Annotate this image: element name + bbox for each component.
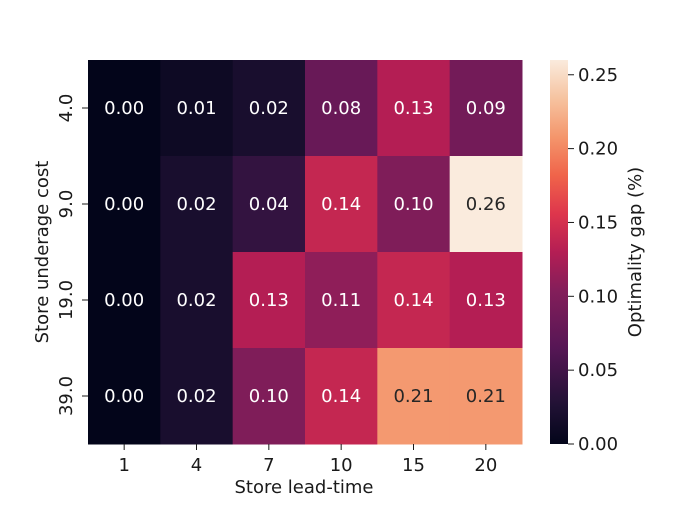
- colorbar-tick-label: 0.00: [578, 434, 618, 455]
- heatmap-cell: [88, 252, 161, 349]
- cell-value-label: 0.13: [466, 290, 506, 311]
- heatmap-cell: [232, 60, 306, 157]
- cell-value-label: 0.14: [321, 386, 361, 407]
- heatmap-cell: [232, 252, 306, 349]
- x-tick-label: 1: [118, 455, 129, 476]
- heatmap-cell: [88, 60, 161, 157]
- cell-value-label: 0.00: [104, 290, 144, 311]
- heatmap-cell: [449, 252, 523, 349]
- colorbar-tick-label: 0.20: [578, 139, 618, 160]
- cell-value-label: 0.14: [321, 194, 361, 215]
- cell-value-label: 0.01: [176, 98, 216, 119]
- cell-value-label: 0.13: [393, 98, 433, 119]
- y-axis-ticks: 4.0 9.0 19.0 39.0: [56, 94, 88, 416]
- colorbar-label: Optimality gap (%): [625, 167, 646, 337]
- cell-value-label: 0.02: [176, 194, 216, 215]
- x-tick-label: 15: [402, 455, 425, 476]
- cell-value-label: 0.26: [466, 194, 506, 215]
- heatmap-cell: [88, 348, 161, 445]
- colorbar-ticks: 0.00 0.05 0.10 0.15 0.20 0.25: [568, 65, 618, 455]
- heatmap-cell: [160, 252, 234, 349]
- heatmap-cell: [449, 156, 523, 253]
- heatmap-cell: [232, 156, 306, 253]
- colorbar: 0.00 0.05 0.10 0.15 0.20 0.25: [550, 60, 618, 455]
- cell-value-label: 0.02: [176, 386, 216, 407]
- heatmap-cell: [377, 60, 451, 157]
- heatmap-cell: [160, 60, 234, 157]
- x-axis-ticks: 1 4 7 10 15 20: [118, 444, 497, 476]
- heatmap-cell: [160, 348, 234, 445]
- heatmap-cell: [232, 348, 306, 445]
- x-tick-label: 20: [474, 455, 497, 476]
- heatmap-cells: [88, 60, 523, 445]
- y-tick-label: 39.0: [56, 376, 77, 416]
- cell-value-label: 0.13: [249, 290, 289, 311]
- y-tick-label: 9.0: [56, 190, 77, 219]
- colorbar-tick-label: 0.05: [578, 360, 618, 381]
- y-tick-label: 19.0: [56, 280, 77, 320]
- colorbar-tick-label: 0.25: [578, 65, 618, 86]
- cell-value-label: 0.10: [249, 386, 289, 407]
- cell-value-label: 0.21: [393, 386, 433, 407]
- heatmap-cell: [377, 252, 451, 349]
- cell-value-label: 0.04: [249, 194, 289, 215]
- colorbar-tick-label: 0.15: [578, 212, 618, 233]
- heatmap-cell: [377, 348, 451, 445]
- heatmap-cell: [449, 60, 523, 157]
- cell-value-label: 0.14: [393, 290, 433, 311]
- cell-value-label: 0.09: [466, 98, 506, 119]
- cell-value-label: 0.08: [321, 98, 361, 119]
- y-tick-label: 4.0: [56, 94, 77, 123]
- heatmap-cell: [449, 348, 523, 445]
- heatmap-cell: [305, 156, 378, 253]
- cell-value-label: 0.00: [104, 194, 144, 215]
- heatmap-cell: [377, 156, 451, 253]
- cell-value-label: 0.02: [249, 98, 289, 119]
- cell-value-label: 0.10: [393, 194, 433, 215]
- heatmap-cell: [88, 156, 161, 253]
- colorbar-tick-label: 0.10: [578, 286, 618, 307]
- x-tick-label: 10: [330, 455, 353, 476]
- cell-value-label: 0.02: [176, 290, 216, 311]
- y-axis-label: Store underage cost: [32, 161, 53, 344]
- heatmap-cell: [305, 348, 378, 445]
- x-axis-label: Store lead-time: [235, 477, 374, 498]
- colorbar-gradient: [550, 60, 568, 444]
- heatmap-cell: [305, 60, 378, 157]
- cell-value-label: 0.11: [321, 290, 361, 311]
- heatmap-cell: [305, 252, 378, 349]
- heatmap-cell: [160, 156, 234, 253]
- cell-value-label: 0.21: [466, 386, 506, 407]
- cell-value-label: 0.00: [104, 98, 144, 119]
- x-tick-label: 7: [263, 455, 274, 476]
- cell-value-label: 0.00: [104, 386, 144, 407]
- heatmap-cell-labels: 0.00 0.01 0.02 0.08 0.13 0.09 0.00 0.02 0.04 0.14…: [104, 98, 506, 407]
- x-tick-label: 4: [191, 455, 202, 476]
